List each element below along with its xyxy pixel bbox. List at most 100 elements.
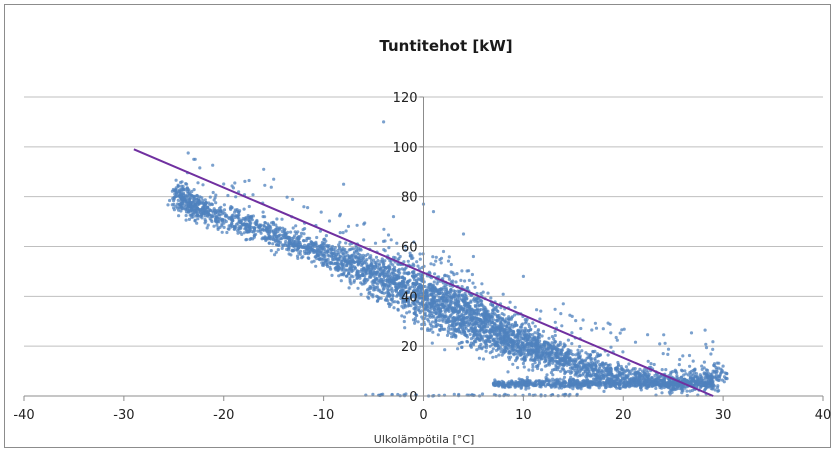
data-point — [205, 226, 209, 230]
data-point — [608, 382, 612, 386]
data-point — [698, 386, 703, 390]
data-point — [433, 285, 437, 289]
data-point — [258, 229, 262, 233]
data-point — [511, 362, 515, 366]
data-point — [601, 383, 605, 387]
data-point — [354, 256, 359, 260]
data-point — [604, 386, 608, 390]
data-point — [378, 280, 382, 284]
data-point — [683, 369, 687, 373]
data-point — [369, 259, 374, 263]
data-point — [431, 325, 435, 329]
data-point — [184, 194, 188, 198]
data-point — [488, 351, 492, 355]
data-point — [408, 285, 412, 289]
data-point — [366, 295, 370, 299]
data-point — [424, 291, 428, 296]
data-point — [336, 252, 341, 256]
data-point — [347, 272, 351, 276]
data-point — [225, 230, 229, 235]
data-point — [531, 368, 535, 372]
data-point — [516, 336, 520, 340]
data-point — [633, 381, 637, 385]
data-point — [443, 299, 447, 303]
data-point — [289, 230, 293, 234]
data-point — [539, 346, 543, 350]
data-point — [212, 207, 216, 211]
data-point — [400, 314, 404, 318]
data-point — [495, 324, 499, 328]
data-point — [372, 288, 376, 292]
data-point — [248, 224, 252, 228]
data-point — [326, 257, 330, 261]
data-point — [388, 278, 393, 282]
data-point — [515, 356, 520, 360]
data-point — [675, 371, 679, 375]
data-point — [450, 323, 454, 327]
data-point — [392, 274, 396, 278]
data-point — [285, 247, 289, 251]
data-point — [392, 306, 396, 310]
data-point — [679, 368, 684, 372]
data-point — [559, 348, 563, 352]
data-point — [404, 296, 409, 300]
data-point — [486, 325, 490, 329]
data-point — [613, 374, 617, 378]
data-point — [540, 368, 544, 372]
data-point — [177, 189, 181, 194]
data-point — [722, 375, 727, 379]
data-point — [406, 283, 410, 287]
data-point — [533, 331, 537, 335]
data-point — [478, 308, 482, 312]
data-point — [551, 383, 555, 387]
data-point — [313, 250, 317, 254]
data-point — [457, 294, 461, 298]
data-point — [307, 242, 311, 247]
data-point — [578, 344, 582, 349]
data-point — [386, 289, 390, 293]
data-point — [720, 378, 725, 382]
data-point — [344, 254, 348, 258]
data-point — [283, 227, 287, 231]
data-point — [617, 384, 622, 388]
data-point — [275, 236, 279, 240]
data-point — [336, 258, 340, 262]
data-point — [438, 291, 442, 295]
data-point-outlier — [431, 210, 436, 214]
data-point — [510, 382, 514, 386]
data-point — [558, 352, 562, 356]
data-point — [558, 359, 562, 363]
data-point — [692, 379, 696, 383]
data-point — [413, 321, 417, 325]
data-point — [342, 257, 347, 261]
data-point — [710, 382, 714, 386]
data-point — [499, 324, 503, 328]
data-point — [451, 306, 455, 310]
data-point — [583, 359, 587, 363]
data-point — [431, 315, 435, 319]
data-point — [210, 214, 214, 219]
data-point — [168, 198, 172, 203]
data-point — [377, 288, 381, 292]
data-point — [200, 216, 204, 220]
data-point — [462, 316, 467, 320]
data-point — [674, 383, 678, 387]
data-point — [581, 367, 585, 371]
data-point — [580, 349, 584, 353]
data-point — [660, 368, 664, 372]
data-point — [263, 221, 267, 225]
data-point — [209, 218, 213, 222]
data-point — [273, 253, 277, 257]
data-point — [531, 363, 535, 367]
data-point — [457, 327, 461, 331]
data-point — [366, 277, 370, 282]
data-point — [509, 337, 513, 341]
data-point — [196, 200, 200, 205]
data-point — [680, 375, 684, 379]
data-point — [575, 364, 579, 368]
data-point — [568, 366, 573, 370]
data-point — [502, 332, 506, 336]
data-point — [367, 267, 371, 271]
data-point — [562, 385, 566, 389]
data-point — [671, 370, 675, 374]
